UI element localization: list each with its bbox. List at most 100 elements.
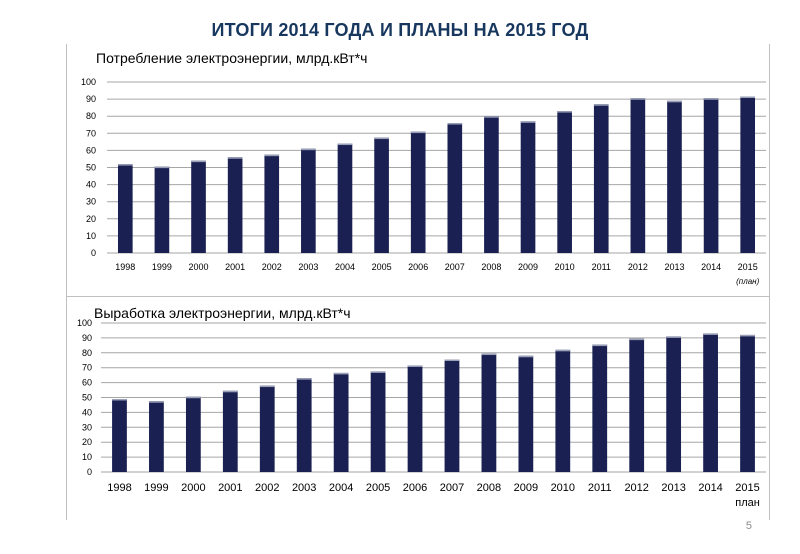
production-x-tick-label: 2015: [735, 482, 759, 494]
production-bar-cap: [555, 349, 571, 352]
consumption-bar: [191, 160, 206, 253]
production-bar-cap: [185, 396, 201, 399]
production-bar-cap: [481, 353, 497, 356]
consumption-chart-y-axis: 0 10 20 30 40 50 60 70 80 90 100: [81, 77, 96, 258]
consumption-x-tick-label: 2014: [701, 262, 721, 272]
production-x-tick-label: 2007: [440, 482, 464, 494]
consumption-x-tick-label: 2009: [518, 262, 538, 272]
production-x-tick-label: 1999: [144, 482, 168, 494]
consumption-chart-title: Потребление электроэнергии, млрд.кВт*ч: [96, 50, 367, 66]
production-bar-cap: [740, 334, 755, 337]
consumption-bar: [227, 157, 243, 253]
production-bar: [703, 333, 718, 472]
production-chart-x-axis: 1998 1999 2000 2001 2002 2003 2004 2005 2006 2007…: [107, 482, 760, 509]
production-bar: [259, 385, 275, 472]
production-chart-title: Выработка электроэнергии, млрд.кВт*ч: [94, 305, 351, 321]
consumption-bar-cap: [410, 131, 426, 134]
production-bar-cap: [592, 344, 608, 347]
production-x-tick-label: 2008: [477, 482, 501, 494]
consumption-bar-cap: [227, 157, 243, 159]
production-x-tick-label: 2009: [514, 482, 538, 494]
production-chart-bars: [112, 333, 755, 472]
consumption-y-tick-label: 80: [86, 111, 96, 121]
production-x-tick-label: 1998: [107, 482, 131, 494]
production-bar-cap: [629, 338, 645, 341]
production-x-tick-label: 2006: [403, 482, 427, 494]
consumption-bar: [484, 116, 499, 253]
consumption-bar: [264, 154, 280, 253]
consumption-bar: [667, 100, 682, 253]
production-bar: [149, 401, 164, 472]
production-x-tick-label: 2004: [329, 482, 353, 494]
production-chart-grid: [101, 322, 766, 473]
consumption-bar: [740, 96, 756, 253]
production-bar: [112, 398, 127, 472]
consumption-x-tick-label: 2004: [335, 262, 355, 272]
consumption-x-tick-label: 2006: [408, 262, 428, 272]
production-bar: [333, 372, 349, 472]
page-number: 5: [745, 520, 752, 532]
consumption-y-tick-label: 70: [86, 128, 96, 138]
consumption-y-tick-label: 20: [86, 214, 96, 224]
consumption-bar-cap: [484, 116, 499, 118]
consumption-bar: [301, 148, 316, 253]
consumption-bar-cap: [337, 143, 353, 146]
production-bar-cap: [370, 371, 386, 373]
production-bar-cap: [149, 401, 164, 403]
consumption-bar-cap: [703, 98, 719, 100]
consumption-bar: [410, 131, 426, 253]
consumption-y-tick-label: 60: [86, 145, 96, 155]
consumption-x-tick-label: 2000: [189, 262, 209, 272]
consumption-y-tick-label: 50: [86, 163, 96, 173]
consumption-bar-cap: [520, 121, 536, 123]
production-y-tick-label: 0: [87, 467, 92, 477]
slide-title: ИТОГИ 2014 ГОДА И ПЛАНЫ НА 2015 ГОД: [211, 20, 589, 40]
consumption-y-tick-label: 30: [86, 197, 96, 207]
consumption-x-tick-label: 2008: [481, 262, 501, 272]
consumption-x-tick-label: 2012: [628, 262, 648, 272]
consumption-bar: [374, 137, 389, 253]
production-bar: [222, 390, 238, 472]
production-x-tick-label: 2012: [624, 482, 648, 494]
production-y-tick-label: 60: [82, 378, 92, 388]
consumption-x-tick-label: 1998: [115, 262, 135, 272]
consumption-x-tick-label: 2002: [262, 262, 282, 272]
production-bar-cap: [333, 372, 349, 375]
production-y-tick-label: 100: [77, 318, 92, 328]
consumption-bar: [630, 98, 646, 254]
consumption-chart-x-axis: 1998 1999 2000 2001 2002 2003 2004 2005 2006 2007…: [115, 262, 759, 286]
production-x-tick-label: 2003: [292, 482, 316, 494]
production-bar-cap: [296, 378, 312, 380]
consumption-bar: [447, 123, 463, 253]
production-x-tick-label: 2010: [551, 482, 575, 494]
production-bar-cap: [407, 365, 423, 367]
production-bar: [592, 344, 608, 472]
production-bar: [444, 359, 460, 472]
consumption-bar-cap: [447, 123, 463, 125]
consumption-x-tick-label: 2007: [445, 262, 465, 272]
production-x-tick-label: 2002: [255, 482, 279, 494]
production-plan-note: план: [735, 497, 760, 509]
consumption-y-tick-label: 40: [86, 180, 96, 190]
production-bar-cap: [703, 333, 718, 335]
consumption-bar-cap: [667, 100, 682, 103]
consumption-y-tick-label: 90: [86, 94, 96, 104]
production-y-tick-label: 80: [82, 348, 92, 358]
production-x-tick-label: 2014: [698, 482, 722, 494]
consumption-x-tick-label: 2005: [372, 262, 392, 272]
consumption-bar-cap: [117, 164, 133, 166]
consumption-x-tick-label: 2010: [555, 262, 575, 272]
production-y-tick-label: 90: [82, 333, 92, 343]
production-x-tick-label: 2011: [588, 482, 612, 494]
consumption-bar-cap: [191, 160, 206, 163]
consumption-bar: [154, 166, 170, 253]
production-bar-cap: [112, 398, 127, 401]
consumption-bar: [557, 111, 572, 253]
consumption-bar: [337, 143, 353, 253]
consumption-x-tick-label: 2013: [664, 262, 684, 272]
consumption-x-tick-label: 2011: [592, 262, 611, 272]
consumption-bar-cap: [374, 137, 389, 140]
consumption-bar-cap: [740, 96, 756, 99]
production-bar: [518, 355, 534, 472]
